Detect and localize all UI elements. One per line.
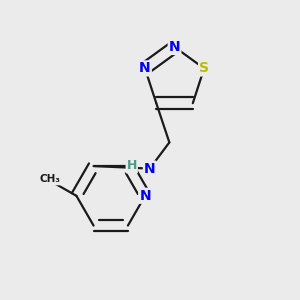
Text: N: N [139,189,151,203]
Text: N: N [169,40,180,54]
Text: N: N [139,61,151,75]
Text: CH₃: CH₃ [40,174,61,184]
Text: S: S [199,61,209,75]
Text: H: H [127,160,137,172]
Text: N: N [144,162,155,176]
